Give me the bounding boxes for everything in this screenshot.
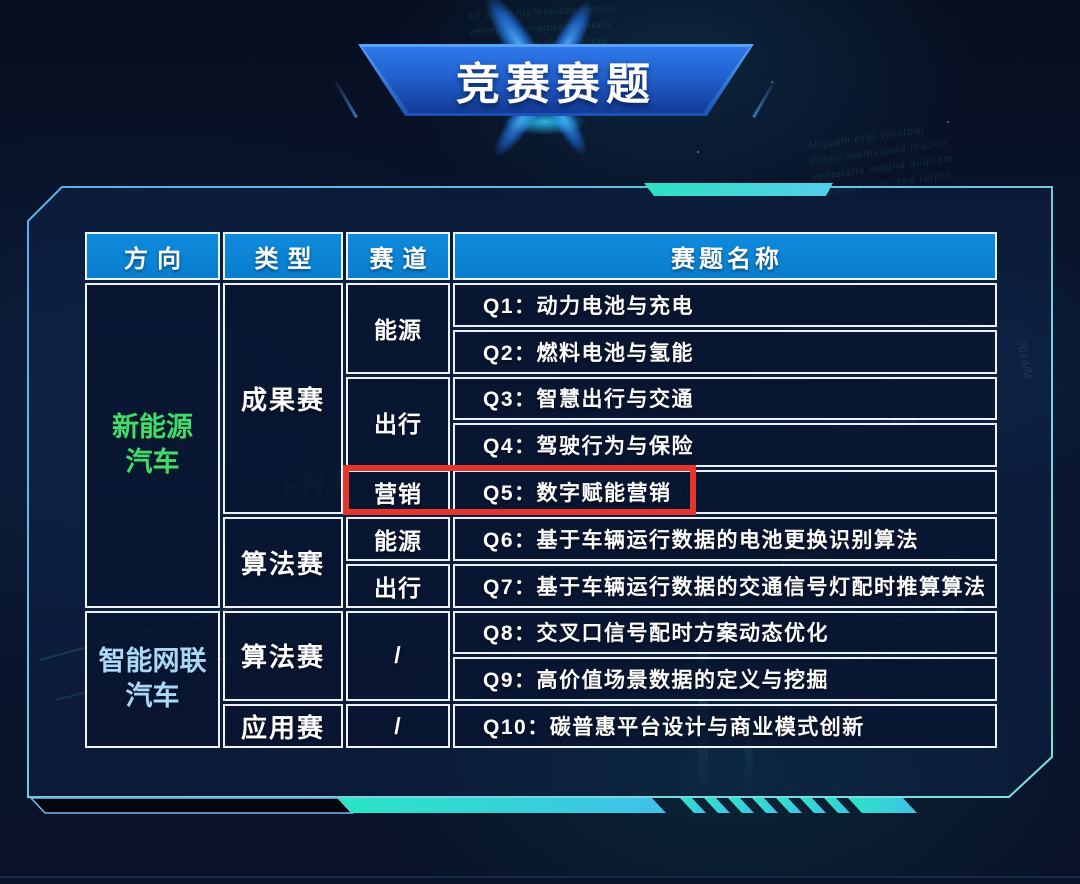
col-header-type: 类型 (223, 232, 343, 280)
topic-cell-q5: Q5：数字赋能营销 (453, 470, 997, 514)
topic-cell-q8: Q8：交叉口信号配时方案动态优化 (453, 610, 997, 655)
type-cell-algorithm-2: 算法赛 (223, 610, 343, 702)
title-banner (358, 44, 754, 116)
type-cell-application: 应用赛 (223, 704, 343, 748)
track-cell-slash-1: / (346, 610, 450, 702)
topic-cell-q4: Q4：驾驶行为与保险 (453, 423, 997, 468)
direction-cell-new-energy: 新能源 汽车 (85, 283, 220, 608)
col-header-track: 赛道 (346, 232, 450, 280)
topic-cell-q10: Q10：碳普惠平台设计与商业模式创新 (453, 704, 997, 748)
topics-table: 方向 类型 赛道 赛题名称 新能源 汽车 智能网联 汽车 成果赛 算法赛 算法赛… (85, 232, 997, 748)
track-cell-travel-1: 出行 (346, 376, 450, 468)
topic-cell-q1: Q1：动力电池与充电 (453, 283, 997, 327)
page-title: 竞赛赛题 (456, 60, 656, 109)
type-cell-algorithm-1: 算法赛 (223, 516, 343, 608)
topic-cell-q3: Q3：智慧出行与交通 (453, 376, 997, 421)
topic-cell-q6: Q6：基于车辆运行数据的电池更换识别算法 (453, 516, 997, 561)
track-cell-energy-2: 能源 (346, 516, 450, 561)
type-cell-achievement: 成果赛 (223, 283, 343, 514)
direction-cell-intelligent-connected: 智能网联 汽车 (85, 610, 220, 748)
highlight-box-q5 (343, 465, 696, 515)
title-banner-fill (362, 47, 750, 113)
col-header-topic-name: 赛题名称 (453, 232, 997, 280)
topic-cell-q9: Q9：高价值场景数据的定义与挖掘 (453, 657, 997, 702)
topic-cell-q7: Q7：基于车辆运行数据的交通信号灯配时推算算法 (453, 563, 997, 608)
col-header-direction: 方向 (85, 232, 220, 280)
topic-cell-q2: Q2：燃料电池与氢能 (453, 329, 997, 374)
track-cell-travel-2: 出行 (346, 563, 450, 608)
track-cell-slash-2: / (346, 704, 450, 748)
track-cell-energy-1: 能源 (346, 283, 450, 374)
